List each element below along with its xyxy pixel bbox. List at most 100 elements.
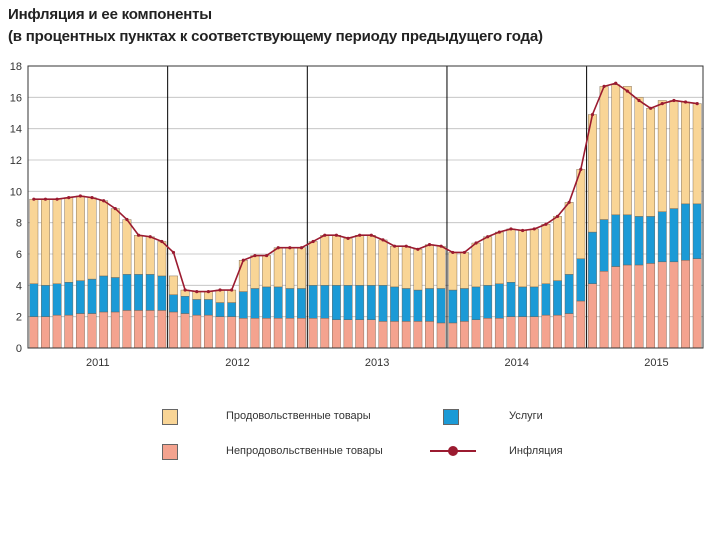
bar-services xyxy=(238,291,248,319)
bar-services xyxy=(52,283,62,316)
y-tick-label: 10 xyxy=(10,186,22,198)
bar-nonfood xyxy=(390,321,399,349)
bar-food xyxy=(169,275,178,295)
bar-food xyxy=(646,108,656,217)
inflation-point xyxy=(532,227,536,231)
legend-swatch-food xyxy=(162,409,178,425)
bar-nonfood xyxy=(529,316,539,349)
bar-nonfood xyxy=(622,264,632,349)
inflation-point xyxy=(555,214,560,218)
bar-food xyxy=(553,216,562,281)
inflation-point xyxy=(579,167,583,171)
bar-food xyxy=(99,200,109,277)
bar-services xyxy=(681,203,690,261)
bar-nonfood xyxy=(262,318,271,349)
bar-services xyxy=(29,283,39,317)
bar-services xyxy=(657,211,667,263)
inflation-point xyxy=(218,288,222,292)
inflation-line xyxy=(33,82,698,293)
inflation-point xyxy=(183,288,187,292)
legend-label-food: Продовольственные товары xyxy=(226,410,371,422)
bar-services xyxy=(518,286,528,317)
chart-subtitle: (в процентных пунктах к соответствующему… xyxy=(8,28,543,45)
bar-nonfood xyxy=(157,310,167,349)
inflation-point xyxy=(451,250,455,255)
y-tick-label: 12 xyxy=(10,155,22,167)
bar-nonfood xyxy=(599,271,609,349)
bar-food xyxy=(564,202,574,275)
bar-nonfood xyxy=(134,310,143,349)
bar-services xyxy=(564,274,574,314)
bar-food xyxy=(238,260,248,292)
inflation-point xyxy=(32,197,36,201)
x-year-label: 2013 xyxy=(365,357,389,369)
bar-food xyxy=(145,236,155,275)
bar-food xyxy=(297,247,306,289)
bar-services xyxy=(494,283,504,319)
bar-nonfood xyxy=(308,318,318,349)
bar-nonfood xyxy=(483,318,493,349)
inflation-point xyxy=(649,106,653,110)
inflation-point xyxy=(230,288,234,292)
bar-nonfood xyxy=(646,263,656,349)
bar-services xyxy=(262,286,271,319)
inflation-point xyxy=(521,228,525,233)
bar-nonfood xyxy=(122,310,132,349)
bar-food xyxy=(448,252,458,291)
bar-services xyxy=(99,275,109,313)
bar-food xyxy=(262,255,271,288)
bar-nonfood xyxy=(506,316,516,349)
inflation-point xyxy=(43,197,48,201)
inflation-point xyxy=(358,233,362,237)
bar-nonfood xyxy=(436,322,446,349)
bar-services xyxy=(553,280,562,316)
inflation-point xyxy=(544,222,548,226)
bar-nonfood xyxy=(541,314,551,349)
bar-nonfood xyxy=(657,261,667,349)
bar-food xyxy=(250,255,260,289)
bar-food xyxy=(122,219,132,275)
inflation-point xyxy=(392,244,397,248)
bar-food xyxy=(41,198,50,286)
inflation-point xyxy=(614,81,618,85)
inflation-point xyxy=(672,98,676,103)
plot-frame xyxy=(27,65,704,349)
bar-food xyxy=(611,84,621,216)
bar-nonfood xyxy=(564,313,574,349)
y-tick-label: 2 xyxy=(16,312,22,324)
bar-nonfood xyxy=(413,321,423,349)
bar-nonfood xyxy=(332,319,341,349)
bar-nonfood xyxy=(64,314,74,349)
bar-food xyxy=(390,245,399,288)
bar-nonfood xyxy=(611,266,621,349)
bar-nonfood xyxy=(285,318,295,349)
bar-services xyxy=(436,288,446,324)
inflation-point xyxy=(323,233,327,237)
bar-food xyxy=(541,224,551,284)
bar-services xyxy=(122,274,132,311)
bar-services xyxy=(227,302,237,317)
bar-services xyxy=(41,285,50,317)
inflation-point xyxy=(590,112,595,117)
y-tick-label: 14 xyxy=(10,124,22,136)
y-tick-label: 18 xyxy=(10,61,22,73)
inflation-point xyxy=(299,246,304,250)
x-year-label: 2014 xyxy=(505,357,529,369)
bar-food xyxy=(320,234,330,286)
bar-services xyxy=(646,216,656,264)
bar-nonfood xyxy=(29,316,39,349)
bar-food xyxy=(425,244,434,289)
bar-nonfood xyxy=(366,319,376,349)
bar-services xyxy=(192,299,202,316)
inflation-point xyxy=(311,239,315,244)
bar-services xyxy=(285,288,295,319)
inflation-point xyxy=(264,253,269,258)
bar-nonfood xyxy=(99,311,109,349)
inflation-point xyxy=(497,230,501,234)
bar-nonfood xyxy=(215,316,225,349)
bar-services xyxy=(378,285,388,322)
bar-food xyxy=(273,247,283,288)
bar-nonfood xyxy=(169,311,178,349)
inflation-point xyxy=(474,241,478,245)
y-tick-label: 4 xyxy=(16,280,22,292)
